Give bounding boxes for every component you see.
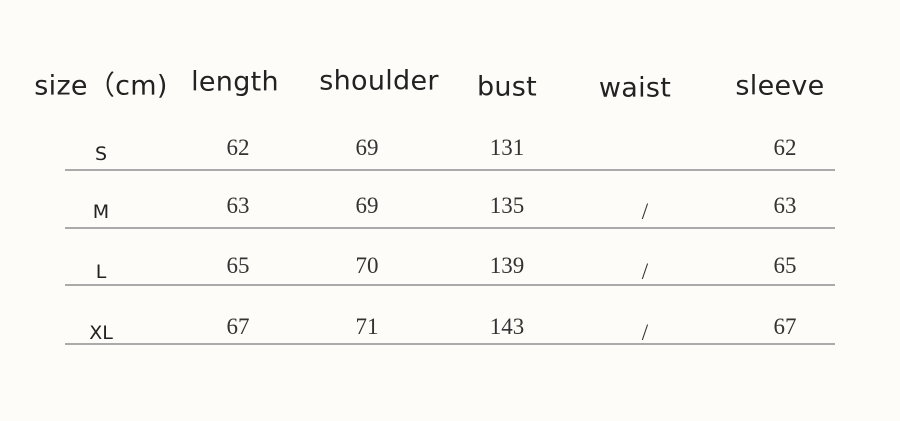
cell-bust: 131 <box>489 135 525 160</box>
cell-length: 63 <box>226 193 250 218</box>
cell-sleeve: 67 <box>773 314 797 339</box>
cell-shoulder: 69 <box>355 193 379 218</box>
cell-size: L <box>95 261 107 283</box>
cell-waist: / <box>641 320 649 345</box>
cell-size: M <box>92 201 110 223</box>
header-waist: waist <box>598 72 672 104</box>
row-divider <box>65 343 835 345</box>
cell-sleeve: 63 <box>773 193 797 218</box>
cell-length: 67 <box>226 314 250 339</box>
cell-waist: / <box>641 199 649 224</box>
header-length: length <box>191 66 279 98</box>
cell-shoulder: 71 <box>355 314 379 339</box>
row-divider <box>65 227 835 229</box>
cell-length: 62 <box>226 135 250 160</box>
cell-shoulder: 70 <box>355 253 379 278</box>
header-sleeve: sleeve <box>735 70 825 102</box>
header-size: size（cm) <box>34 70 168 102</box>
cell-bust: 139 <box>489 253 525 278</box>
cell-bust: 143 <box>489 314 525 339</box>
row-divider <box>65 169 835 171</box>
cell-waist: / <box>641 259 649 284</box>
cell-shoulder: 69 <box>355 135 379 160</box>
cell-sleeve: 65 <box>773 253 797 278</box>
cell-length: 65 <box>226 253 250 278</box>
row-divider <box>65 284 835 286</box>
cell-size: S <box>94 143 108 165</box>
cell-sleeve: 62 <box>773 135 797 160</box>
cell-bust: 135 <box>489 193 525 218</box>
header-shoulder: shoulder <box>319 65 439 97</box>
cell-size: XL <box>89 322 113 344</box>
header-bust: bust <box>476 71 538 103</box>
